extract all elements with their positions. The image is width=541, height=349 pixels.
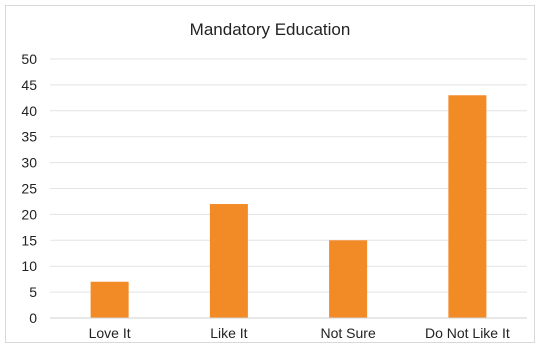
y-tick-label: 0 — [29, 310, 37, 326]
gridlines — [50, 58, 527, 293]
y-tick-label: 10 — [21, 258, 37, 274]
x-category-label: Like It — [210, 325, 247, 341]
y-axis-ticks: 0 5 10 15 20 25 30 35 40 45 50 — [21, 51, 37, 326]
bars — [90, 95, 487, 318]
x-category-label: Do Not Like It — [425, 325, 510, 341]
y-tick-label: 30 — [21, 155, 37, 171]
x-category-label: Not Sure — [321, 325, 376, 341]
y-tick-label: 35 — [21, 129, 37, 145]
x-axis-labels: Love It Like It Not Sure Do Not Like It — [89, 325, 510, 341]
y-tick-label: 20 — [21, 206, 37, 222]
y-tick-label: 50 — [21, 51, 37, 67]
bar-love-it — [90, 281, 129, 318]
y-tick-label: 5 — [29, 284, 37, 300]
x-category-label: Love It — [89, 325, 131, 341]
bar-like-it — [209, 204, 248, 318]
y-tick-label: 15 — [21, 232, 37, 248]
chart-title: Mandatory Education — [189, 20, 351, 39]
y-tick-label: 45 — [21, 77, 37, 93]
y-tick-label: 25 — [21, 181, 37, 197]
bar-do-not-like-it — [448, 95, 487, 318]
bar-not-sure — [329, 240, 368, 318]
y-tick-label: 40 — [21, 103, 37, 119]
